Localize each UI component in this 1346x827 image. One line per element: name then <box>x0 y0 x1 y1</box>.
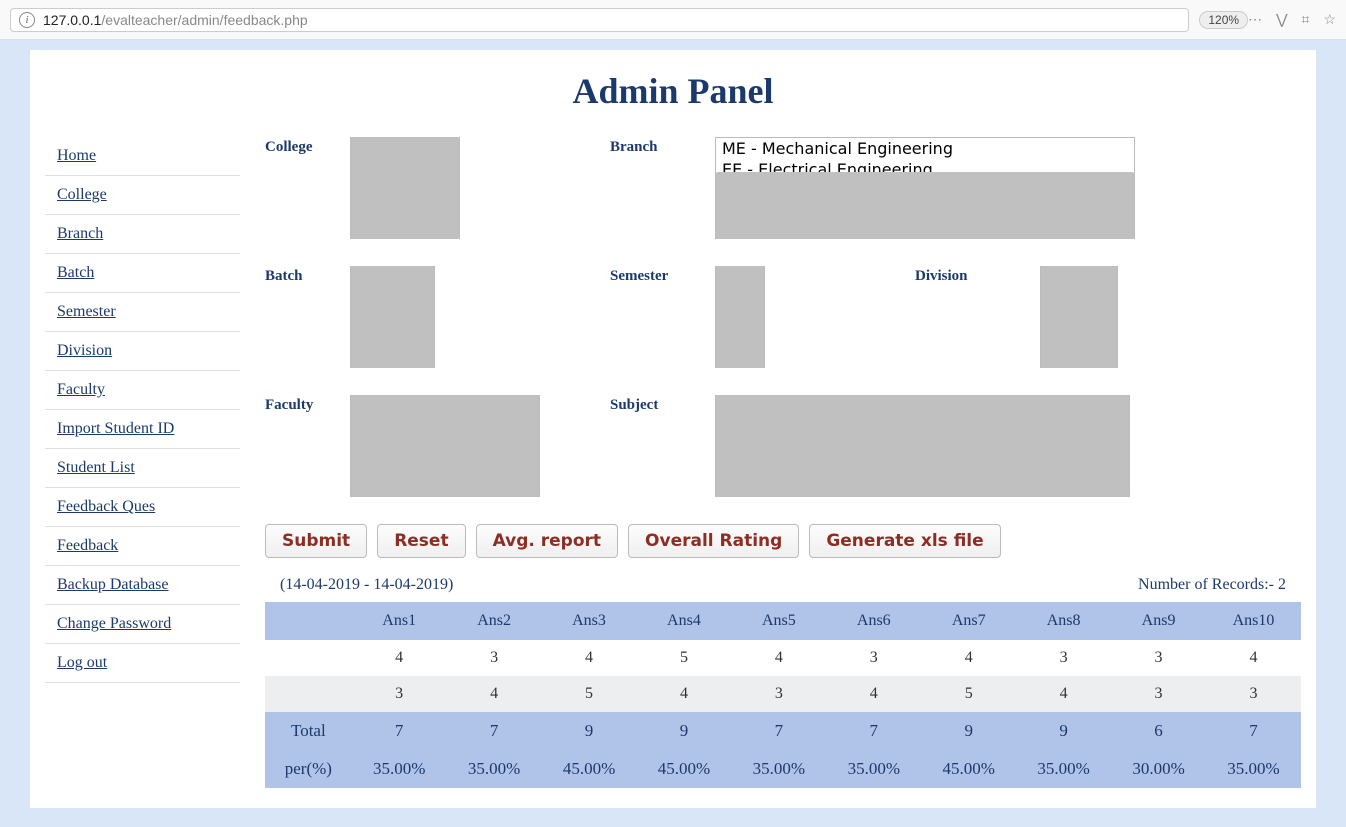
table-cell: 5 <box>542 676 637 712</box>
table-header: Ans2 <box>447 602 542 640</box>
total-cell: 9 <box>542 712 637 750</box>
pct-cell: 30.00% <box>1111 750 1206 788</box>
table-cell: 4 <box>1206 640 1301 676</box>
pocket-icon[interactable]: ⋁ <box>1276 11 1287 28</box>
table-cell: 3 <box>447 640 542 676</box>
admin-panel: Admin Panel HomeCollegeBranchBatchSemest… <box>30 50 1316 808</box>
table-header: Ans9 <box>1111 602 1206 640</box>
sidebar-item-backup-database[interactable]: Backup Database <box>45 566 240 605</box>
sidebar-item-batch[interactable]: Batch <box>45 254 240 293</box>
table-cell: 3 <box>352 676 447 712</box>
table-header <box>265 602 352 640</box>
table-header: Ans7 <box>921 602 1016 640</box>
total-cell: 7 <box>731 712 826 750</box>
table-header: Ans8 <box>1016 602 1111 640</box>
pct-label: per(%) <box>265 750 352 788</box>
listbox-option[interactable]: ME - Mechanical Engineering <box>716 138 1122 159</box>
table-cell: 3 <box>1111 676 1206 712</box>
table-cell: 4 <box>447 676 542 712</box>
batch-label: Batch <box>265 266 350 285</box>
sidebar-nav: HomeCollegeBranchBatchSemesterDivisionFa… <box>45 137 240 788</box>
sidebar-item-branch[interactable]: Branch <box>45 215 240 254</box>
pct-cell: 35.00% <box>1016 750 1111 788</box>
table-cell <box>265 640 352 676</box>
total-cell: 6 <box>1111 712 1206 750</box>
total-cell: 9 <box>1016 712 1111 750</box>
table-cell: 5 <box>921 676 1016 712</box>
avg-report-button[interactable]: Avg. report <box>476 524 618 558</box>
total-cell: 9 <box>921 712 1016 750</box>
sidebar-item-semester[interactable]: Semester <box>45 293 240 332</box>
table-cell: 3 <box>731 676 826 712</box>
browser-address-bar: i 127.0.0.1/evalteacher/admin/feedback.p… <box>0 0 1346 40</box>
table-header: Ans4 <box>636 602 731 640</box>
branch-label: Branch <box>610 137 715 156</box>
action-buttons: Submit Reset Avg. report Overall Rating … <box>265 524 1301 558</box>
sidebar-item-home[interactable]: Home <box>45 137 240 176</box>
subject-label: Subject <box>610 395 715 414</box>
table-cell: 5 <box>636 640 731 676</box>
url-text: 127.0.0.1/evalteacher/admin/feedback.php <box>43 12 308 28</box>
table-header: Ans1 <box>352 602 447 640</box>
college-label: College <box>265 137 350 156</box>
zoom-badge[interactable]: 120% <box>1199 11 1248 29</box>
table-header: Ans10 <box>1206 602 1301 640</box>
sidebar-item-college[interactable]: College <box>45 176 240 215</box>
sidebar-item-change-password[interactable]: Change Password <box>45 605 240 644</box>
sidebar-item-faculty[interactable]: Faculty <box>45 371 240 410</box>
sidebar-item-log-out[interactable]: Log out <box>45 644 240 683</box>
pct-cell: 35.00% <box>826 750 921 788</box>
table-cell: 4 <box>826 676 921 712</box>
table-cell: 3 <box>1111 640 1206 676</box>
table-cell: 3 <box>826 640 921 676</box>
table-header: Ans5 <box>731 602 826 640</box>
date-range: (14-04-2019 - 14-04-2019) <box>280 576 453 594</box>
submit-button[interactable]: Submit <box>265 524 367 558</box>
table-cell: 4 <box>352 640 447 676</box>
semester-label: Semester <box>610 266 715 285</box>
pct-cell: 45.00% <box>542 750 637 788</box>
table-header: Ans3 <box>542 602 637 640</box>
table-header: Ans6 <box>826 602 921 640</box>
url-area[interactable]: i 127.0.0.1/evalteacher/admin/feedback.p… <box>10 8 1189 32</box>
total-cell: 7 <box>447 712 542 750</box>
site-info-icon[interactable]: i <box>19 12 35 28</box>
pct-cell: 45.00% <box>921 750 1016 788</box>
table-cell: 3 <box>1016 640 1111 676</box>
division-label: Division <box>915 266 1040 285</box>
generate-xls-button[interactable]: Generate xls file <box>809 524 1000 558</box>
table-cell: 4 <box>542 640 637 676</box>
pct-cell: 45.00% <box>636 750 731 788</box>
total-cell: 7 <box>352 712 447 750</box>
table-cell: 3 <box>1206 676 1301 712</box>
bug-icon[interactable]: ⌗ <box>1302 11 1310 28</box>
sidebar-item-student-list[interactable]: Student List <box>45 449 240 488</box>
total-cell: 9 <box>636 712 731 750</box>
total-cell: 7 <box>826 712 921 750</box>
table-cell: 4 <box>921 640 1016 676</box>
pct-cell: 35.00% <box>352 750 447 788</box>
pct-cell: 35.00% <box>447 750 542 788</box>
faculty-label: Faculty <box>265 395 350 414</box>
overall-rating-button[interactable]: Overall Rating <box>628 524 799 558</box>
more-icon[interactable]: ⋯ <box>1248 11 1262 28</box>
table-cell <box>265 676 352 712</box>
sidebar-item-import-student-id[interactable]: Import Student ID <box>45 410 240 449</box>
table-cell: 4 <box>1016 676 1111 712</box>
records-count: Number of Records:- 2 <box>1138 576 1286 594</box>
total-cell: 7 <box>1206 712 1301 750</box>
sidebar-item-division[interactable]: Division <box>45 332 240 371</box>
results-table: Ans1Ans2Ans3Ans4Ans5Ans6Ans7Ans8Ans9Ans1… <box>265 602 1301 788</box>
sidebar-item-feedback-ques[interactable]: Feedback Ques <box>45 488 240 527</box>
star-icon[interactable]: ☆ <box>1323 11 1336 28</box>
pct-cell: 35.00% <box>1206 750 1301 788</box>
page-title: Admin Panel <box>45 70 1301 112</box>
pct-cell: 35.00% <box>731 750 826 788</box>
table-cell: 4 <box>636 676 731 712</box>
sidebar-item-feedback[interactable]: Feedback <box>45 527 240 566</box>
total-label: Total <box>265 712 352 750</box>
reset-button[interactable]: Reset <box>377 524 465 558</box>
table-cell: 4 <box>731 640 826 676</box>
